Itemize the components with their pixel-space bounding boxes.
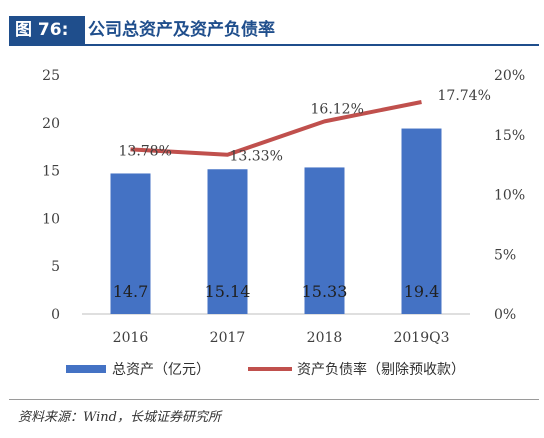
bar <box>401 128 442 314</box>
line-value-label: 17.74% <box>438 88 491 104</box>
bar-labels: 14.7 15.14 15.33 19.4 <box>113 282 440 301</box>
line-series <box>130 100 422 157</box>
bar <box>207 169 248 314</box>
figure-title: 公司总资产及资产负债率 <box>88 20 275 40</box>
bar <box>110 173 151 314</box>
legend-bar-swatch <box>66 365 106 373</box>
right-tick-label: 20% <box>494 68 525 84</box>
legend-line-label: 资产负债率（剔除预收款） <box>297 361 465 378</box>
bar-value-label: 14.7 <box>113 282 149 301</box>
right-tick-label: 10% <box>494 188 525 204</box>
legend: 总资产（亿元） 资产负债率（剔除预收款） <box>66 361 465 378</box>
legend-bar-label: 总资产（亿元） <box>112 362 210 378</box>
left-tick-label: 15 <box>42 164 60 180</box>
x-tick-label: 2016 <box>113 330 149 346</box>
left-axis: 0 5 10 15 20 25 <box>42 68 60 323</box>
left-tick-label: 20 <box>42 116 60 132</box>
x-tick-label: 2018 <box>307 330 343 346</box>
right-axis: 0% 5% 10% 15% 20% <box>494 68 525 323</box>
figure-number: 图 76: <box>9 16 85 44</box>
bar-value-label: 19.4 <box>404 282 440 301</box>
left-tick-label: 10 <box>42 211 60 227</box>
bar <box>304 167 345 314</box>
bottom-rule <box>9 399 539 400</box>
line-value-label: 13.33% <box>230 149 283 165</box>
x-tick-label: 2017 <box>210 330 246 346</box>
left-tick-label: 0 <box>51 307 60 323</box>
source-note: 资料来源：Wind，长城证券研究所 <box>18 410 221 425</box>
bar-value-label: 15.14 <box>205 282 251 301</box>
bar-series <box>110 128 442 314</box>
x-axis: 2016 2017 2018 2019Q3 <box>113 330 450 346</box>
left-tick-label: 25 <box>42 68 60 84</box>
rate-line <box>130 100 422 157</box>
header-rule <box>9 44 539 46</box>
right-tick-label: 5% <box>494 247 516 263</box>
line-labels: 13.78% 13.33% 16.12% 17.74% <box>119 88 491 165</box>
left-tick-label: 5 <box>51 259 60 275</box>
right-tick-label: 0% <box>494 307 516 323</box>
figure-header: 图 76: 公司总资产及资产负债率 <box>0 16 544 46</box>
bar-value-label: 15.33 <box>302 282 348 301</box>
line-value-label: 16.12% <box>311 101 364 117</box>
right-tick-label: 15% <box>494 128 525 144</box>
line-value-label: 13.78% <box>119 143 172 159</box>
x-tick-label: 2019Q3 <box>393 330 449 346</box>
